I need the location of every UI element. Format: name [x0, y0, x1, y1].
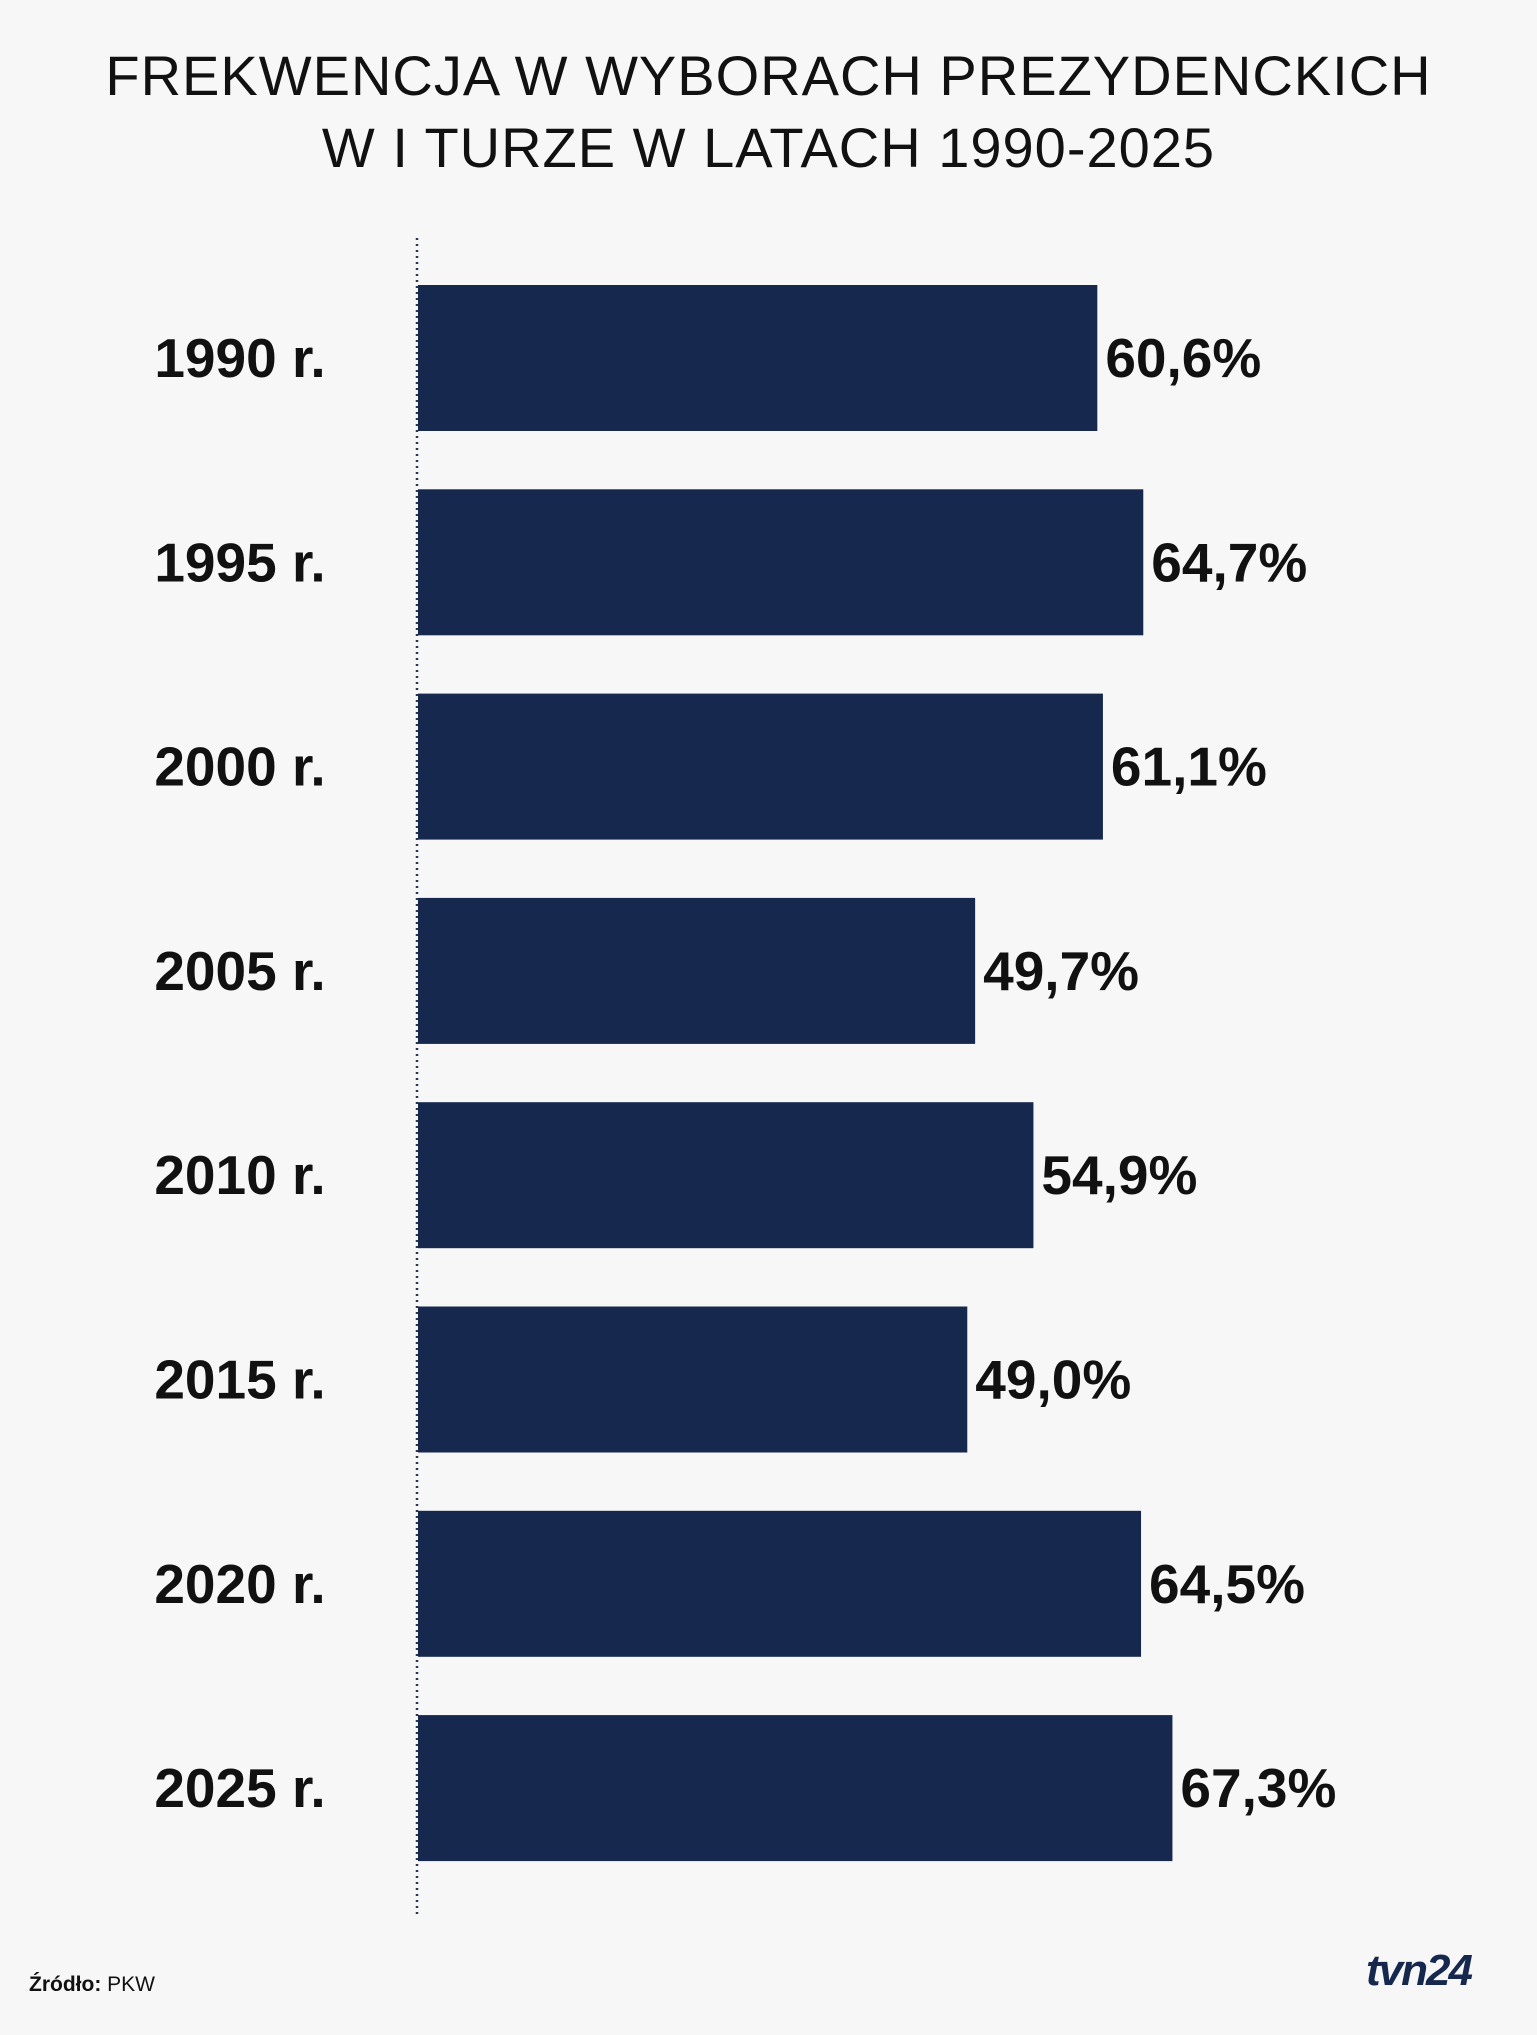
source-note: Źródło: PKW — [29, 1970, 155, 2000]
value-label: 67,3% — [1180, 1757, 1336, 1819]
category-label: 1995 r. — [154, 531, 325, 593]
svg-text:tvn24: tvn24 — [1366, 1946, 1472, 1995]
bar-2025 — [418, 1715, 1173, 1862]
bar-2005 — [418, 897, 976, 1044]
category-label: 2000 r. — [154, 736, 325, 798]
bar-2010 — [418, 1102, 1034, 1249]
value-label: 64,5% — [1149, 1553, 1305, 1615]
category-label: 2020 r. — [154, 1553, 325, 1615]
category-label: 1990 r. — [154, 327, 325, 389]
bar-1990 — [418, 285, 1098, 431]
source-value: PKW — [107, 1973, 155, 1996]
bar-1995 — [418, 489, 1144, 636]
value-label: 60,6% — [1105, 327, 1261, 389]
chart-title-line-1: FREKWENCJA W WYBORACH PREZYDENCKICH — [105, 44, 1432, 107]
category-label: 2015 r. — [154, 1349, 325, 1411]
value-label: 61,1% — [1111, 736, 1267, 798]
bar-2000 — [418, 693, 1103, 840]
category-label: 2025 r. — [154, 1757, 325, 1819]
value-label: 49,0% — [975, 1349, 1131, 1411]
chart-title-line-2: W I TURZE W LATACH 1990-2025 — [321, 116, 1216, 179]
source-label: Źródło: — [29, 1973, 102, 1996]
bar-2020 — [418, 1510, 1142, 1657]
chart-title: FREKWENCJA W WYBORACH PREZYDENCKICH W I … — [0, 40, 1537, 184]
category-label: 2010 r. — [154, 1144, 325, 1206]
value-label: 49,7% — [983, 940, 1139, 1002]
category-label: 2005 r. — [154, 940, 325, 1002]
value-label: 54,9% — [1041, 1144, 1197, 1206]
value-label: 64,7% — [1151, 531, 1307, 593]
bar-2015 — [418, 1306, 968, 1453]
tvn24-logo: tvn24 — [1366, 1946, 1474, 1995]
